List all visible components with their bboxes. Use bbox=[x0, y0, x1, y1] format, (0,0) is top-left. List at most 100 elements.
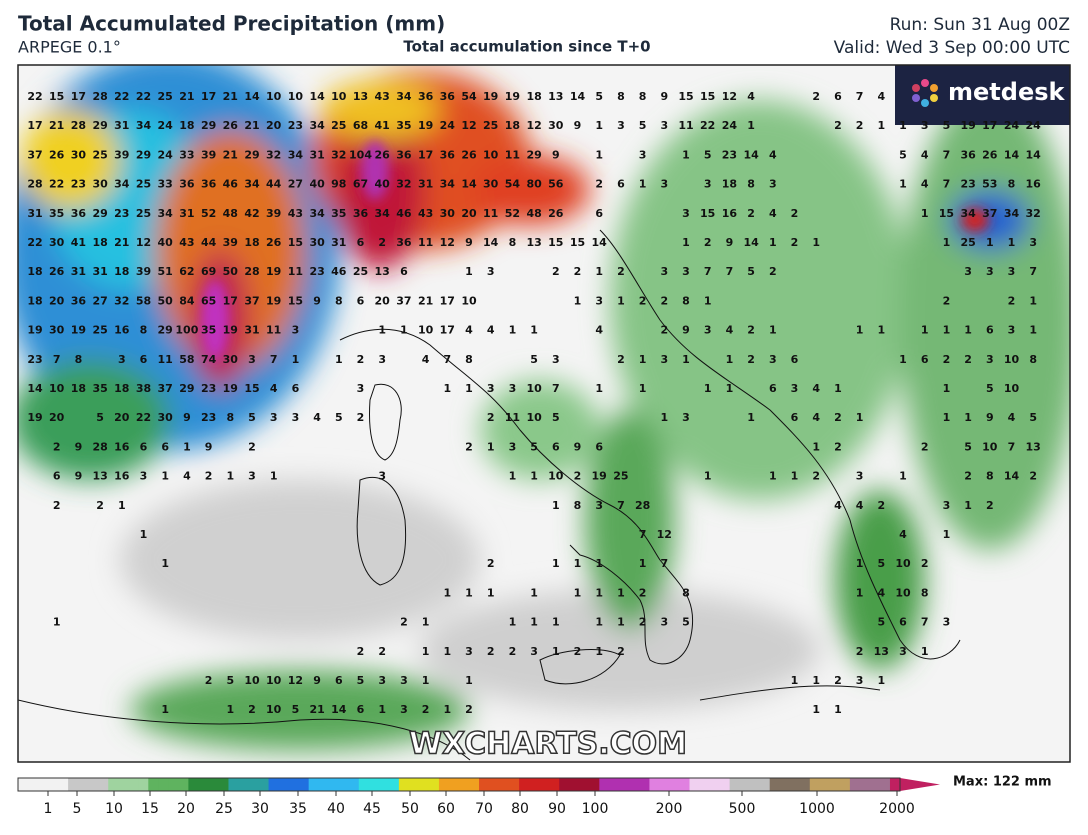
grid-value: 18 bbox=[71, 382, 86, 395]
grid-value: 3 bbox=[595, 294, 603, 307]
watermark: WXCHARTS.COM bbox=[409, 727, 687, 762]
grid-value: 6 bbox=[140, 353, 148, 366]
grid-value: 19 bbox=[27, 411, 42, 424]
grid-value: 3 bbox=[682, 207, 690, 220]
grid-value: 80 bbox=[526, 178, 542, 191]
grid-value: 58 bbox=[179, 353, 194, 366]
grid-value: 1 bbox=[552, 616, 560, 629]
grid-value: 35 bbox=[331, 207, 346, 220]
grid-value: 6 bbox=[161, 440, 169, 453]
grid-value: 1 bbox=[639, 178, 647, 191]
grid-value: 3 bbox=[660, 119, 668, 132]
grid-value: 1 bbox=[986, 236, 994, 249]
colorbar-cell bbox=[709, 778, 721, 791]
grid-value: 34 bbox=[158, 207, 174, 220]
grid-value: 1 bbox=[877, 324, 885, 337]
grid-value: 3 bbox=[682, 265, 690, 278]
grid-value: 4 bbox=[313, 411, 321, 424]
grid-value: 1 bbox=[682, 236, 690, 249]
grid-value: 7 bbox=[53, 353, 61, 366]
grid-value: 1 bbox=[1008, 236, 1016, 249]
grid-value: 14 bbox=[1026, 148, 1042, 161]
grid-value: 20 bbox=[49, 411, 65, 424]
grid-value: 22 bbox=[27, 90, 42, 103]
grid-value: 28 bbox=[92, 90, 107, 103]
grid-value: 14 bbox=[461, 178, 477, 191]
colorbar-cell bbox=[68, 778, 79, 791]
grid-value: 1 bbox=[465, 382, 473, 395]
grid-value: 8 bbox=[682, 586, 690, 599]
grid-value: 25 bbox=[92, 148, 107, 161]
colorbar-cell bbox=[348, 778, 360, 791]
grid-value: 31 bbox=[27, 207, 42, 220]
grid-value: 29 bbox=[201, 119, 216, 132]
grid-value: 19 bbox=[223, 382, 238, 395]
colorbar-cell bbox=[148, 778, 159, 791]
grid-value: 1 bbox=[726, 353, 734, 366]
colorbar-cell bbox=[438, 778, 450, 791]
grid-value: 36 bbox=[396, 148, 412, 161]
grid-value: 1 bbox=[726, 382, 734, 395]
grid-value: 1 bbox=[443, 382, 451, 395]
colorbar-cell bbox=[829, 778, 841, 791]
grid-value: 53 bbox=[982, 178, 997, 191]
grid-value: 1 bbox=[921, 207, 929, 220]
grid-value: 7 bbox=[660, 557, 668, 570]
grid-value: 17 bbox=[201, 90, 216, 103]
grid-value: 1 bbox=[574, 586, 582, 599]
grid-value: 25 bbox=[136, 207, 151, 220]
grid-value: 2 bbox=[660, 294, 668, 307]
colorbar-tick-label: 20 bbox=[177, 801, 195, 817]
grid-value: 48 bbox=[223, 207, 238, 220]
grid-value: 17 bbox=[418, 148, 433, 161]
grid-value: 3 bbox=[248, 470, 256, 483]
grid-value: 14 bbox=[743, 236, 759, 249]
grid-value: 9 bbox=[660, 90, 668, 103]
grid-value: 1 bbox=[595, 265, 603, 278]
grid-value: 1 bbox=[487, 440, 495, 453]
grid-value: 23 bbox=[71, 178, 86, 191]
grid-value: 20 bbox=[375, 294, 391, 307]
grid-value: 23 bbox=[201, 382, 216, 395]
grid-value: 31 bbox=[179, 207, 194, 220]
grid-value: 29 bbox=[92, 119, 107, 132]
grid-value: 1 bbox=[140, 528, 148, 541]
grid-value: 25 bbox=[483, 119, 498, 132]
grid-value: 1 bbox=[834, 703, 842, 716]
colorbar-cell bbox=[448, 778, 460, 791]
grid-value: 1 bbox=[161, 470, 169, 483]
grid-value: 2 bbox=[1008, 294, 1016, 307]
grid-value: 3 bbox=[856, 470, 864, 483]
grid-value: 32 bbox=[1026, 207, 1041, 220]
grid-value: 28 bbox=[71, 119, 86, 132]
grid-value: 21 bbox=[244, 119, 259, 132]
grid-value: 1 bbox=[422, 645, 430, 658]
grid-value: 1 bbox=[899, 119, 907, 132]
grid-value: 2 bbox=[639, 586, 647, 599]
grid-value: 10 bbox=[483, 148, 499, 161]
colorbar-cell bbox=[128, 778, 139, 791]
grid-value: 5 bbox=[248, 411, 256, 424]
grid-value: 1 bbox=[877, 674, 885, 687]
grid-value: 5 bbox=[595, 90, 603, 103]
grid-value: 1 bbox=[552, 499, 560, 512]
colorbar-cell bbox=[18, 778, 29, 791]
grid-value: 3 bbox=[1008, 265, 1016, 278]
grid-value: 12 bbox=[526, 119, 541, 132]
grid-value: 9 bbox=[574, 440, 582, 453]
grid-value: 3 bbox=[509, 382, 517, 395]
colorbar-cell bbox=[318, 778, 330, 791]
grid-value: 3 bbox=[856, 674, 864, 687]
grid-value: 3 bbox=[899, 645, 907, 658]
grid-value: 6 bbox=[400, 265, 408, 278]
grid-value: 4 bbox=[856, 499, 864, 512]
grid-value: 1 bbox=[812, 703, 820, 716]
grid-value: 2 bbox=[617, 645, 625, 658]
colorbar-cell bbox=[38, 778, 49, 791]
colorbar-tick-label: 500 bbox=[729, 801, 756, 817]
grid-value: 36 bbox=[179, 178, 195, 191]
grid-value: 11 bbox=[418, 236, 433, 249]
grid-value: 3 bbox=[270, 411, 278, 424]
grid-value: 3 bbox=[986, 265, 994, 278]
map-frame bbox=[17, 64, 1071, 763]
